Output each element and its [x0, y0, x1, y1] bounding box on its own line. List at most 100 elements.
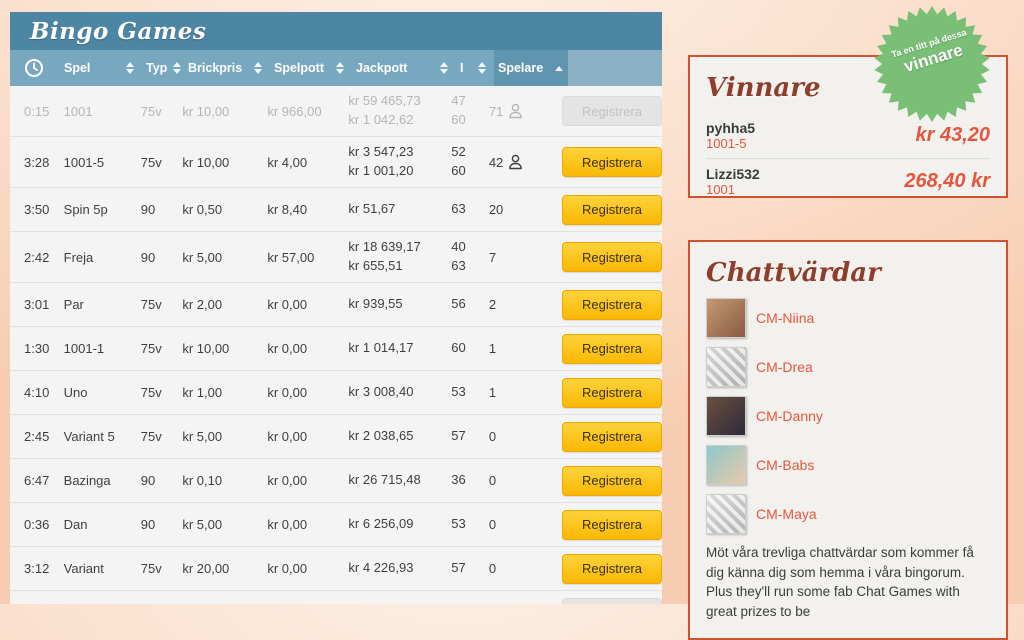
chat-host-item[interactable]: CM-Danny	[706, 396, 990, 436]
row-jackpot: kr 3 008,40	[348, 384, 414, 400]
sort-arrows-icon[interactable]	[126, 62, 134, 74]
row-jackpot: kr 3 547,23 kr 1 001,20	[348, 144, 414, 178]
row-ticket-price: kr 10,00	[182, 154, 230, 170]
row-time: 3:12	[24, 561, 50, 576]
row-type: 90	[140, 202, 156, 217]
column-header-time[interactable]	[10, 50, 54, 86]
row-jackpot: kr 939,55	[348, 296, 403, 312]
row-game-pot: kr 8,40	[267, 202, 308, 217]
register-button[interactable]: Registrera	[562, 289, 662, 320]
row-type: 75v	[140, 341, 162, 356]
table-row: 0:36 Dan 90 kr 5,00 kr 0,00 kr 6 256,09 …	[10, 503, 662, 547]
row-game-name: 1001	[63, 103, 93, 119]
row-time: 3:01	[24, 297, 50, 312]
row-type: 75v	[140, 103, 162, 119]
row-jackpot: kr 1 014,17	[348, 340, 414, 356]
row-game-name: Bazinga	[63, 473, 111, 488]
sort-arrows-icon[interactable]	[336, 62, 344, 74]
winner-row: Lizzi532 1001 268,40 kr	[706, 158, 990, 204]
row-calls: 57	[451, 428, 466, 444]
sort-arrows-icon[interactable]	[555, 65, 564, 71]
row-calls: 57	[451, 560, 466, 576]
row-game-pot: kr 57,00	[267, 249, 315, 265]
sort-arrows-icon[interactable]	[173, 62, 182, 74]
register-button[interactable]: Registrera	[562, 242, 662, 272]
chat-host-name[interactable]: CM-Babs	[756, 457, 815, 473]
register-button[interactable]: Registrera	[562, 377, 662, 408]
sort-arrows-icon[interactable]	[254, 62, 262, 74]
starburst-icon	[874, 6, 990, 122]
chat-host-item[interactable]: CM-Maya	[706, 494, 990, 534]
row-type: 75v	[140, 154, 162, 170]
row-jackpot: kr 4 226,93	[348, 560, 414, 576]
row-time: 0:15	[24, 103, 50, 119]
chat-hosts-description: Möt våra trevliga chattvärdar som kommer…	[706, 545, 974, 619]
row-players: 0	[489, 473, 562, 488]
row-game-pot: kr 0,00	[267, 517, 308, 532]
chat-host-avatar[interactable]	[706, 494, 746, 534]
row-players: 0	[489, 429, 562, 444]
row-players: 1	[489, 341, 562, 356]
row-game-name: 1001-1	[63, 341, 105, 356]
winner-game-link[interactable]: 1001-5	[706, 136, 747, 151]
chat-host-name[interactable]: CM-Danny	[756, 408, 823, 424]
row-game-name: Dan	[63, 517, 88, 532]
sort-arrows-icon[interactable]	[478, 62, 486, 74]
chat-host-avatar[interactable]	[706, 347, 746, 387]
chat-host-avatar[interactable]	[706, 298, 746, 338]
row-game-name: Variant	[63, 561, 104, 576]
register-button[interactable]: Registrera	[562, 465, 662, 496]
row-game-pot: kr 0,00	[267, 473, 308, 488]
column-header-spel[interactable]: Spel	[54, 50, 142, 86]
row-type: 90	[140, 249, 156, 265]
row-game-pot: kr 4,00	[267, 154, 308, 170]
table-row: 3:12 Variant 75v kr 20,00 kr 0,00 kr 4 2…	[10, 547, 662, 591]
register-button[interactable]: Registrera	[562, 509, 662, 540]
chat-host-name[interactable]: CM-Maya	[756, 506, 817, 522]
table-row: 3:01 Par 75v kr 2,00 kr 0,00 kr 939,55 5…	[10, 283, 662, 327]
chat-host-avatar[interactable]	[706, 445, 746, 485]
chat-host-name[interactable]: CM-Drea	[756, 359, 813, 375]
row-jackpot: kr 59 465,73 kr 1 042,62	[348, 93, 421, 127]
column-header-spelpott[interactable]: Spelpott	[270, 50, 352, 86]
row-type: 75v	[140, 561, 162, 576]
winner-amount: 268,40 kr	[904, 170, 990, 192]
row-ticket-price: kr 20,00	[182, 561, 230, 576]
chat-host-name[interactable]: CM-Niina	[756, 310, 815, 326]
winners-badge[interactable]: Ta en titt på dessa vinnare	[872, 4, 992, 124]
bingo-games-table: Bingo Games Spel Typ Brickpris Spelpott Jack…	[10, 12, 662, 604]
winner-info: Lizzi532 1001	[706, 166, 760, 197]
column-header-jackpott[interactable]: Jackpott	[352, 50, 456, 86]
clock-icon	[25, 59, 43, 77]
winner-game-link[interactable]: 1001	[706, 182, 735, 197]
chat-host-item[interactable]: CM-Drea	[706, 347, 990, 387]
table-row: Registrera	[10, 591, 662, 604]
register-button[interactable]: Registrera	[562, 597, 662, 604]
column-header-spelare[interactable]: Spelare	[494, 50, 568, 86]
chat-host-item[interactable]: CM-Niina	[706, 298, 990, 338]
row-ticket-price: kr 5,00	[182, 249, 223, 265]
register-button[interactable]: Registrera	[562, 421, 662, 452]
column-header-typ[interactable]: Typ	[142, 50, 184, 86]
column-header-brickpris[interactable]: Brickpris	[184, 50, 270, 86]
chat-hosts-panel: Chattvärdar CM-Niina CM-Drea CM-Danny CM-Ba…	[688, 240, 1008, 640]
row-calls: 40 63	[451, 239, 466, 273]
sort-arrows-icon[interactable]	[440, 62, 448, 74]
chat-host-item[interactable]: CM-Babs	[706, 445, 990, 485]
row-game-name: Variant 5	[63, 429, 115, 444]
chat-host-avatar[interactable]	[706, 396, 746, 436]
row-game-name: Uno	[63, 385, 88, 400]
row-players: 0	[489, 517, 562, 532]
register-button[interactable]: Registrera	[562, 553, 662, 584]
register-button[interactable]: Registrera	[562, 333, 662, 364]
bingo-games-titlebar: Bingo Games	[10, 12, 662, 50]
chat-hosts-panel-title: Chattvärdar	[706, 258, 881, 288]
register-button[interactable]: Registrera	[562, 96, 662, 126]
register-button[interactable]: Registrera	[562, 147, 662, 177]
table-row: 4:10 Uno 75v kr 1,00 kr 0,00 kr 3 008,40…	[10, 371, 662, 415]
row-time: 4:10	[24, 385, 50, 400]
table-row: 3:28 1001-5 75v kr 10,00 kr 4,00 kr 3 54…	[10, 137, 662, 188]
column-header-i[interactable]: I	[456, 50, 494, 86]
register-button[interactable]: Registrera	[562, 194, 662, 225]
row-type: 75v	[140, 429, 162, 444]
